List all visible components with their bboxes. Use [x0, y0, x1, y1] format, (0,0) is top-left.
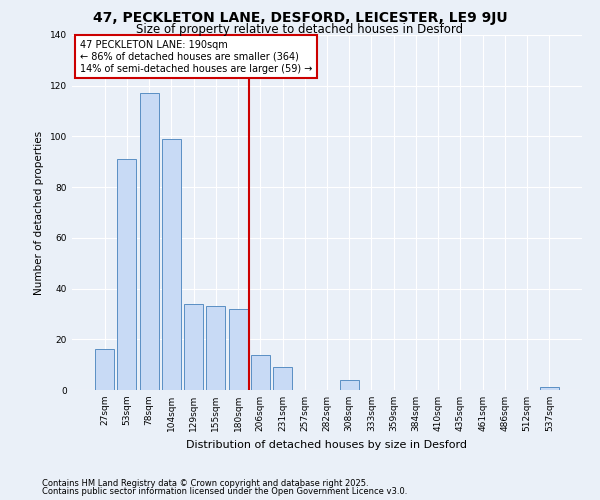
Bar: [162, 139, 181, 390]
X-axis label: Distribution of detached houses by size in Desford: Distribution of detached houses by size …: [187, 440, 467, 450]
Bar: [184, 304, 203, 390]
Bar: [340, 380, 359, 390]
Bar: [206, 306, 225, 390]
Y-axis label: Number of detached properties: Number of detached properties: [34, 130, 44, 294]
Text: 47 PECKLETON LANE: 190sqm
← 86% of detached houses are smaller (364)
14% of semi: 47 PECKLETON LANE: 190sqm ← 86% of detac…: [80, 40, 312, 74]
Bar: [251, 354, 270, 390]
Bar: [273, 367, 292, 390]
Text: Contains public sector information licensed under the Open Government Licence v3: Contains public sector information licen…: [42, 487, 407, 496]
Bar: [140, 94, 158, 390]
Bar: [118, 159, 136, 390]
Bar: [540, 388, 559, 390]
Text: 47, PECKLETON LANE, DESFORD, LEICESTER, LE9 9JU: 47, PECKLETON LANE, DESFORD, LEICESTER, …: [92, 11, 508, 25]
Bar: [229, 309, 248, 390]
Text: Size of property relative to detached houses in Desford: Size of property relative to detached ho…: [136, 22, 464, 36]
Bar: [95, 350, 114, 390]
Text: Contains HM Land Registry data © Crown copyright and database right 2025.: Contains HM Land Registry data © Crown c…: [42, 478, 368, 488]
